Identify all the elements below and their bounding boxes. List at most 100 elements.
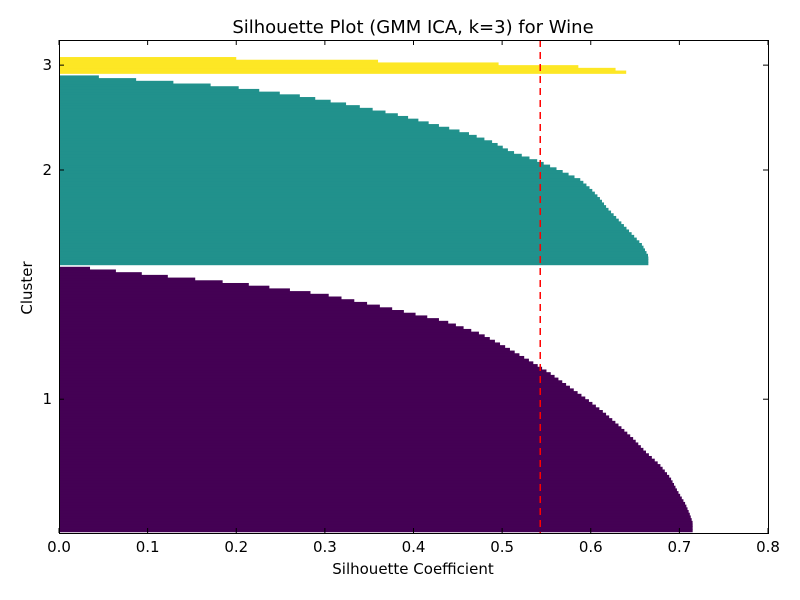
silhouette-bar: [59, 396, 586, 400]
silhouette-bar: [59, 88, 260, 93]
silhouette-bar: [59, 347, 510, 352]
silhouette-bar: [59, 159, 538, 163]
silhouette-bar: [59, 156, 530, 160]
silhouette-bar: [59, 477, 672, 481]
silhouette-bar: [59, 320, 449, 325]
silhouette-bar: [59, 323, 456, 327]
silhouette-bar: [59, 164, 551, 168]
silhouette-bar: [59, 118, 419, 122]
silhouette-bar: [59, 121, 429, 125]
silhouette-bar: [59, 304, 380, 308]
silhouette-bar: [59, 75, 99, 79]
silhouette-bar: [59, 145, 503, 149]
silhouette-bar: [59, 434, 631, 438]
silhouette-bar: [59, 183, 587, 187]
silhouette-bar: [59, 175, 575, 179]
x-tick-label: 0.7: [667, 538, 691, 556]
silhouette-bar: [59, 399, 589, 403]
silhouette-bar: [59, 407, 600, 411]
silhouette-bar: [59, 78, 137, 82]
silhouette-bar: [59, 315, 428, 319]
silhouette-bar: [59, 450, 646, 454]
silhouette-bar: [59, 142, 498, 147]
silhouette-bar: [59, 482, 675, 487]
silhouette-bar: [59, 293, 329, 298]
silhouette-bar: [59, 205, 607, 209]
silhouette-bar: [59, 377, 559, 381]
silhouette-bar: [59, 274, 168, 279]
cluster-1-silhouettes: [59, 266, 693, 533]
silhouette-bar: [59, 447, 644, 452]
silhouette-bar: [59, 353, 520, 357]
silhouette-bar: [59, 251, 647, 255]
silhouette-bar: [59, 418, 613, 422]
silhouette-bar: [59, 488, 677, 492]
silhouette-bar: [59, 245, 644, 249]
silhouette-bar: [59, 296, 342, 300]
silhouette-bar: [59, 67, 616, 72]
silhouette-bar: [59, 339, 495, 344]
x-tick-label: 0.8: [756, 538, 780, 556]
silhouette-bar: [59, 523, 693, 527]
silhouette-bar: [59, 480, 673, 484]
silhouette-bar: [59, 364, 538, 368]
silhouette-bar: [59, 226, 627, 231]
silhouette-bar: [59, 129, 460, 133]
silhouette-bar: [59, 105, 360, 109]
silhouette-bar: [59, 194, 598, 198]
silhouette-bar: [59, 132, 469, 136]
silhouette-bar: [59, 382, 567, 387]
silhouette-bar: [59, 388, 574, 392]
silhouette-bar: [59, 202, 605, 206]
silhouette-bar: [59, 485, 676, 490]
x-tick-label: 0.3: [313, 538, 337, 556]
silhouette-bar: [59, 474, 670, 479]
silhouette-bar: [59, 528, 693, 533]
silhouette-bar: [59, 188, 593, 193]
silhouette-bar: [59, 442, 639, 446]
silhouette-bar: [59, 326, 464, 330]
silhouette-bar: [59, 272, 142, 276]
silhouette-bar: [59, 288, 290, 292]
silhouette-bar: [59, 97, 316, 101]
silhouette-bar: [59, 224, 624, 228]
x-tick-label: 0.4: [402, 538, 426, 556]
silhouette-bar: [59, 307, 393, 311]
cluster-3-silhouettes: [59, 57, 627, 74]
silhouette-bar: [59, 515, 691, 519]
silhouette-bar: [59, 269, 116, 273]
silhouette-bar: [59, 210, 612, 214]
silhouette-bar: [59, 65, 579, 69]
silhouette-bar: [59, 334, 485, 338]
silhouette-bar: [59, 469, 665, 473]
silhouette-bar: [59, 328, 472, 333]
silhouette-bar: [59, 161, 544, 166]
silhouette-bar: [59, 134, 477, 139]
silhouette-bar: [59, 237, 637, 241]
silhouette-bar: [59, 151, 515, 155]
silhouette-bar: [59, 232, 632, 236]
silhouette-bar: [59, 445, 641, 449]
silhouette-bar: [59, 426, 622, 430]
silhouette-bar: [59, 291, 311, 295]
silhouette-bar: [59, 431, 628, 435]
silhouette-bar: [59, 331, 479, 335]
silhouette-bar: [59, 342, 501, 346]
silhouette-bar: [59, 242, 642, 247]
silhouette-bar: [59, 504, 687, 508]
silhouette-bar: [59, 59, 379, 64]
silhouette-bar: [59, 80, 174, 85]
y-tick-label: 3: [42, 56, 52, 74]
silhouette-bar: [59, 501, 686, 506]
silhouette-bar: [59, 299, 355, 303]
silhouette-bar: [59, 102, 347, 106]
silhouette-bar: [59, 213, 614, 217]
silhouette-bar: [59, 374, 555, 379]
silhouette-bar: [59, 86, 239, 90]
silhouette-bar: [59, 191, 595, 195]
silhouette-bar: [59, 461, 658, 465]
silhouette-bar: [59, 472, 668, 476]
silhouette-bar: [59, 140, 493, 144]
silhouette-bar: [59, 148, 508, 152]
x-tick-label: 0.5: [490, 538, 514, 556]
